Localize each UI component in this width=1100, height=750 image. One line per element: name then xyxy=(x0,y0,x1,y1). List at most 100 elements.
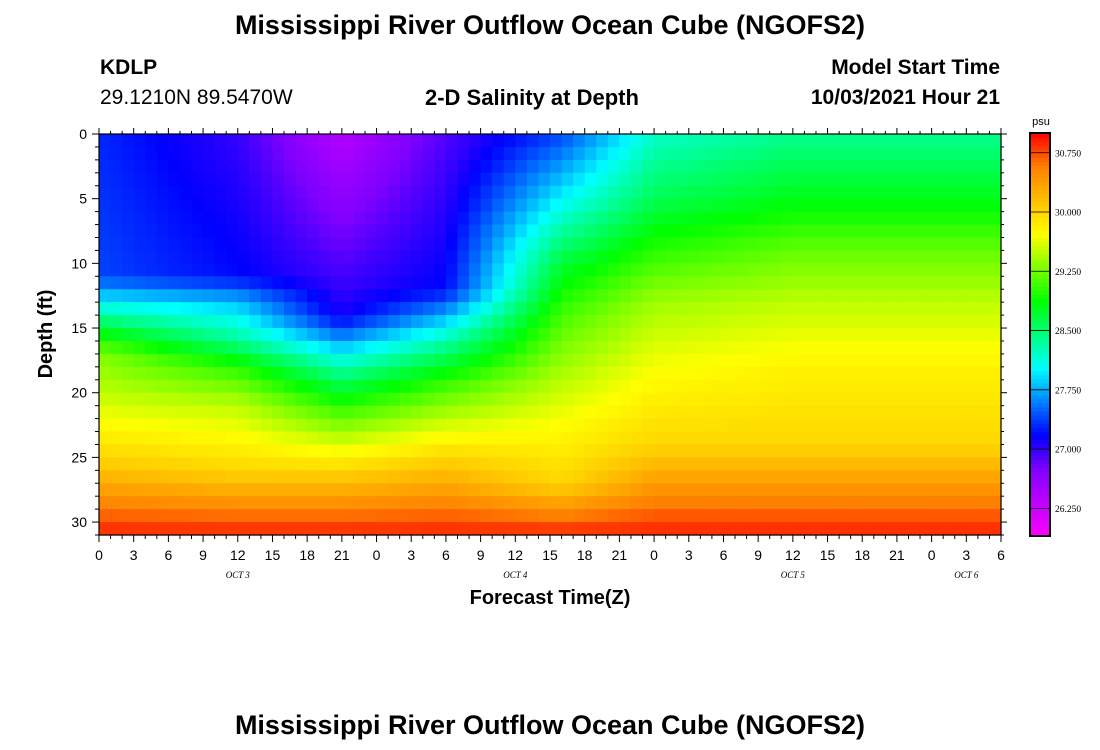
heatmap-cell xyxy=(191,263,204,277)
heatmap-cell xyxy=(735,379,748,394)
heatmap-cell xyxy=(700,198,713,213)
colorbar-segment xyxy=(1030,278,1050,283)
heatmap-cell xyxy=(815,276,829,290)
colorbar-segment xyxy=(1030,229,1050,235)
heatmap-cell xyxy=(688,159,701,174)
heatmap-cell xyxy=(665,315,678,329)
heatmap-cell xyxy=(341,379,355,394)
heatmap-cell xyxy=(630,250,644,264)
heatmap-cell xyxy=(457,302,470,316)
heatmap-cell xyxy=(607,457,620,471)
heatmap-cell xyxy=(515,483,528,497)
heatmap-cell xyxy=(735,224,748,239)
heatmap-cell xyxy=(249,237,262,252)
heatmap-cell xyxy=(642,159,655,174)
heatmap-cell xyxy=(295,405,308,420)
heatmap-cell xyxy=(492,353,505,368)
heatmap-cell xyxy=(769,328,782,342)
heatmap-cell xyxy=(376,328,389,342)
heatmap-cell xyxy=(804,379,817,394)
heatmap-cell xyxy=(214,470,227,484)
heatmap-cell xyxy=(596,315,609,329)
colorbar-segment xyxy=(1030,523,1050,529)
heatmap-cell xyxy=(815,496,829,510)
colorbar-segment xyxy=(1030,241,1050,247)
heatmap-cell xyxy=(920,276,933,290)
colorbar-segment xyxy=(1030,217,1050,223)
heatmap-cell xyxy=(168,366,181,381)
colorbar-segment xyxy=(1030,407,1050,412)
heatmap-cell xyxy=(688,211,701,226)
heatmap-cell xyxy=(457,509,470,523)
heatmap-cell xyxy=(203,470,216,484)
heatmap-cell xyxy=(735,418,748,433)
heatmap-cell xyxy=(827,328,840,342)
heatmap-cell xyxy=(133,418,146,433)
heatmap-cell xyxy=(341,470,355,484)
heatmap-cell xyxy=(284,496,297,510)
heatmap-cell xyxy=(307,198,320,213)
x-tick-label: 18 xyxy=(299,547,315,563)
heatmap-cell xyxy=(110,496,123,510)
heatmap-cell xyxy=(388,366,401,381)
heatmap-cell xyxy=(677,483,690,497)
heatmap-cell xyxy=(99,185,112,200)
heatmap-cell xyxy=(492,134,505,148)
heatmap-cell xyxy=(989,289,1002,303)
heatmap-cell xyxy=(399,237,412,252)
heatmap-cell xyxy=(191,237,204,252)
heatmap-cell xyxy=(145,483,158,497)
heatmap-cell xyxy=(411,289,424,303)
heatmap-cell xyxy=(214,353,227,368)
heatmap-cell xyxy=(943,198,956,213)
heatmap-cell xyxy=(550,483,563,497)
heatmap-cell xyxy=(260,418,274,433)
heatmap-cell xyxy=(179,315,193,329)
heatmap-cell xyxy=(411,353,424,368)
heatmap-cell xyxy=(850,457,863,471)
heatmap-cell xyxy=(735,366,748,381)
heatmap-cell xyxy=(515,328,528,342)
heatmap-cell xyxy=(526,366,540,381)
heatmap-cell xyxy=(746,237,759,252)
heatmap-cell xyxy=(804,185,817,200)
heatmap-cell xyxy=(815,340,829,355)
heatmap-cell xyxy=(203,405,216,420)
heatmap-cell xyxy=(885,444,898,458)
colorbar-segment xyxy=(1030,322,1050,328)
heatmap-cell xyxy=(839,522,852,536)
heatmap-cell xyxy=(989,146,1002,161)
heatmap-cell xyxy=(318,134,331,148)
heatmap-cell xyxy=(156,172,169,187)
colorbar-segment xyxy=(1030,398,1050,404)
heatmap-cell xyxy=(966,431,979,446)
heatmap-cell xyxy=(318,366,331,381)
heatmap-cell xyxy=(885,159,898,174)
heatmap-cell xyxy=(977,366,991,381)
heatmap-cell xyxy=(862,315,875,329)
heatmap-cell xyxy=(815,431,829,446)
heatmap-cell xyxy=(515,431,528,446)
heatmap-cell xyxy=(226,146,239,161)
heatmap-cell xyxy=(573,172,586,187)
heatmap-cell xyxy=(272,457,285,471)
heatmap-cell xyxy=(388,211,401,226)
heatmap-cell xyxy=(989,159,1002,174)
heatmap-cell xyxy=(260,392,274,407)
heatmap-cell xyxy=(110,185,123,200)
heatmap-cell xyxy=(457,250,470,264)
heatmap-cell xyxy=(191,224,204,239)
heatmap-cell xyxy=(862,522,875,536)
x-tick-label: 0 xyxy=(928,547,936,563)
heatmap-cell xyxy=(341,198,355,213)
heatmap-cell xyxy=(191,302,204,316)
heatmap-cell xyxy=(700,185,713,200)
heatmap-cell xyxy=(214,211,227,226)
heatmap-cell xyxy=(607,276,620,290)
heatmap-cell xyxy=(399,405,412,420)
heatmap-cell xyxy=(827,509,840,523)
heatmap-cell xyxy=(804,496,817,510)
heatmap-cell xyxy=(723,134,736,148)
heatmap-cell xyxy=(862,159,875,174)
heatmap-cell xyxy=(226,470,239,484)
